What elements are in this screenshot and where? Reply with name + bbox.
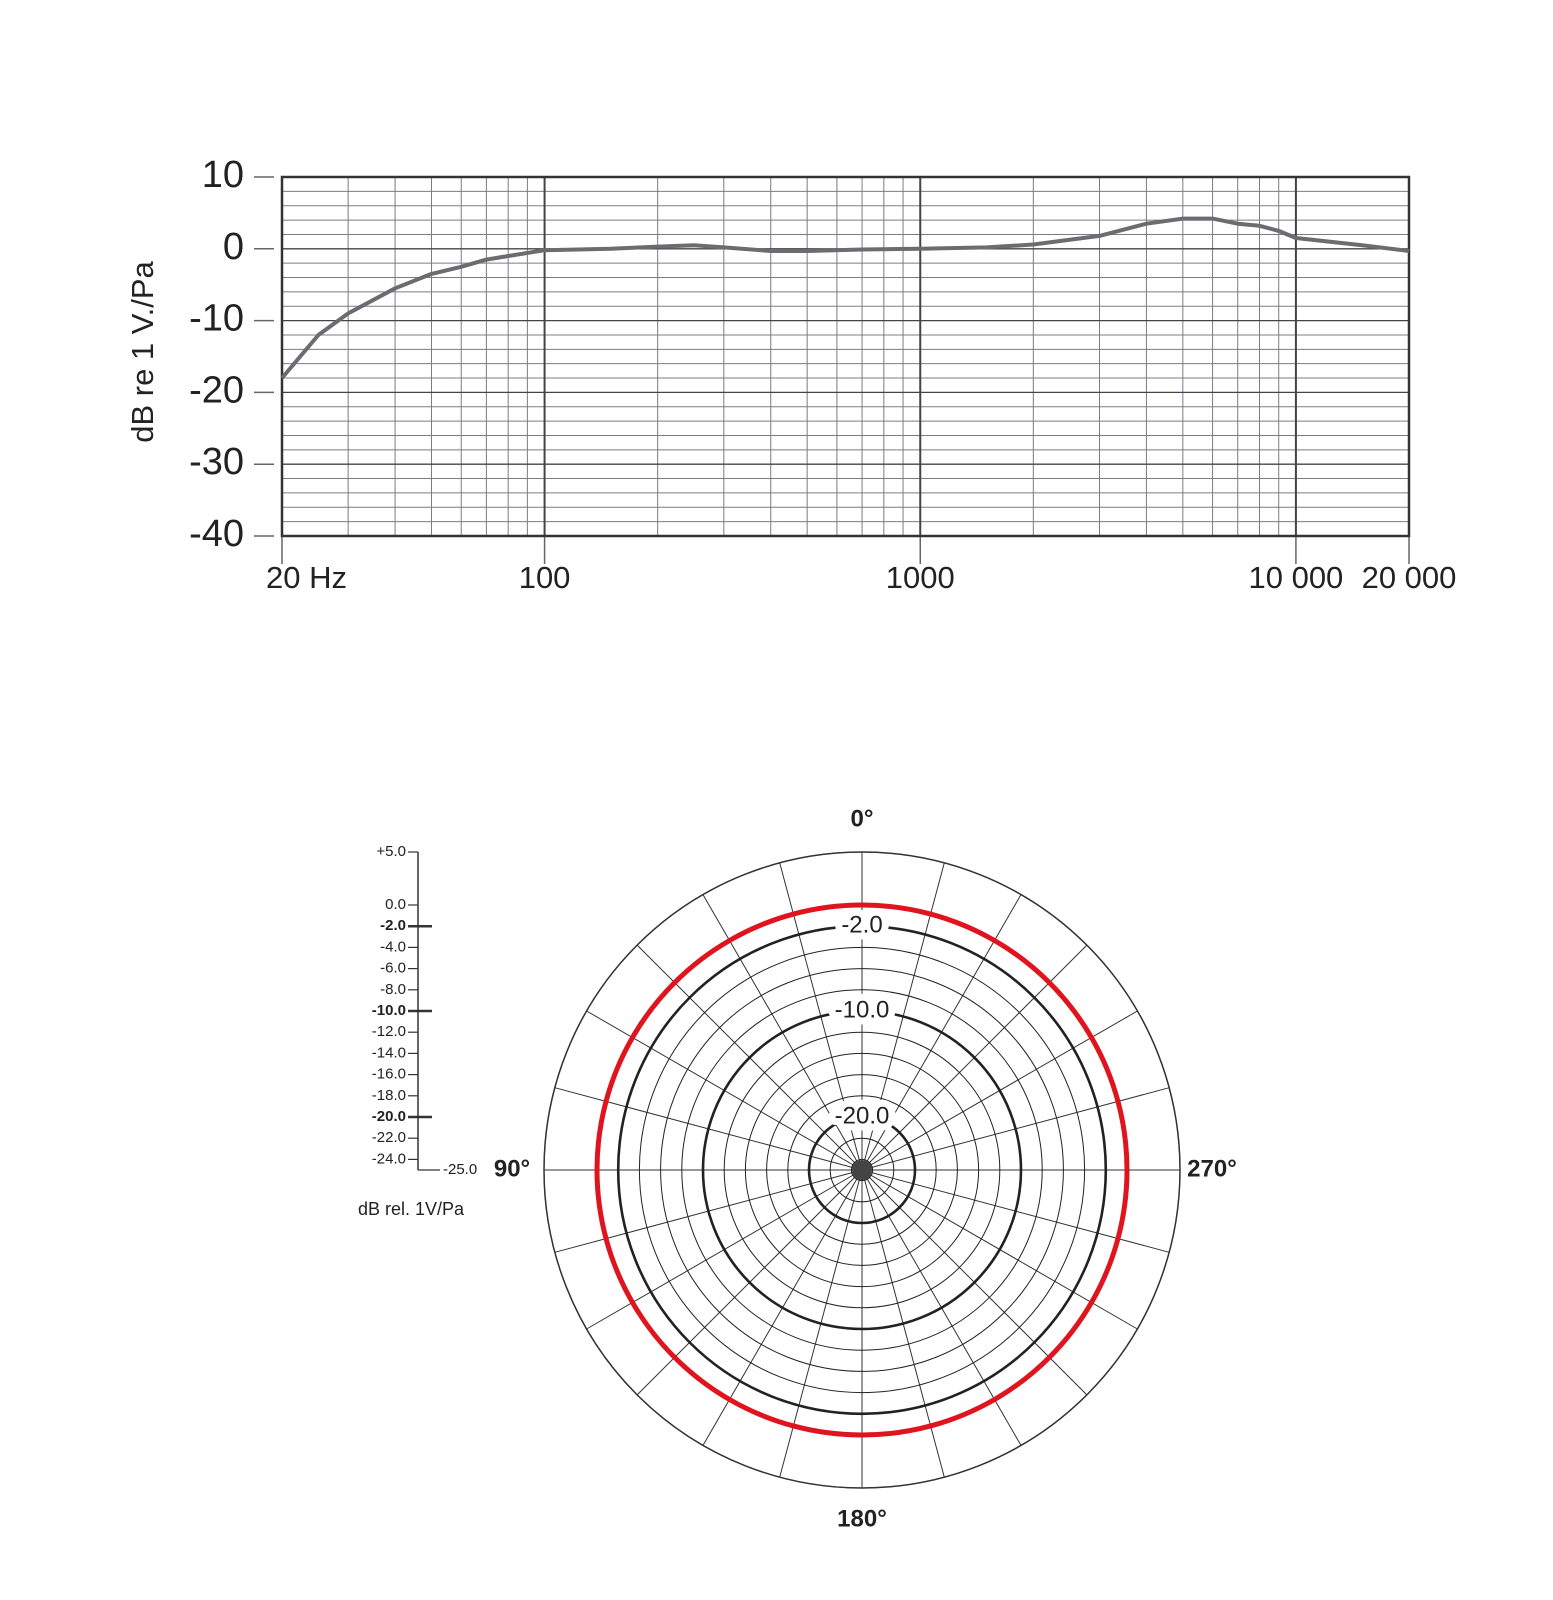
ring [638, 946, 1086, 1394]
scale-label: -22.0 [372, 1129, 406, 1146]
angle-label: 180° [837, 1505, 887, 1532]
x-tick-label: 20 Hz [266, 560, 347, 595]
scale-label: -14.0 [372, 1044, 406, 1061]
scale-label: -24.0 [372, 1150, 406, 1167]
angle-label: 270° [1187, 1155, 1237, 1182]
scale-label: +5.0 [376, 843, 406, 860]
scale-label: -6.0 [380, 960, 406, 977]
ring [850, 1158, 874, 1182]
y-tick-label: -40 [189, 513, 244, 555]
ring [723, 1031, 1001, 1309]
y-tick-label: 0 [223, 226, 244, 268]
y-tick-label: -10 [189, 298, 244, 340]
plot-frame [280, 175, 1411, 538]
outer-ring [543, 851, 1181, 1489]
ring [787, 1095, 937, 1245]
ring [766, 1074, 958, 1266]
scale-label: -25.0 [443, 1161, 477, 1178]
scale-label: 0.0 [385, 896, 406, 913]
ring [744, 1052, 980, 1288]
scale-label: -10.0 [372, 1002, 406, 1019]
angle-label: 0° [851, 805, 874, 832]
x-tick-label: 10 000 [1248, 560, 1343, 595]
angle-label: 90° [494, 1155, 530, 1182]
ring [681, 989, 1043, 1351]
y-tick-label: 10 [202, 154, 244, 196]
ring [616, 924, 1108, 1416]
scale-label: -16.0 [372, 1066, 406, 1083]
ring [829, 1137, 895, 1203]
scale-label: -20.0 [372, 1108, 406, 1125]
y-tick-label: -30 [189, 441, 244, 483]
y-axis-label: dB re 1 V./Pa [125, 260, 160, 442]
scale-label: -8.0 [380, 981, 406, 998]
ring [807, 1115, 917, 1225]
x-tick-label: 1000 [886, 560, 955, 595]
y-tick-label: -20 [189, 369, 244, 411]
x-tick-label: 20 000 [1362, 560, 1457, 595]
scale-label: -2.0 [380, 917, 406, 934]
ring-label: -2.0 [841, 912, 882, 939]
ring [660, 968, 1064, 1372]
scale-label: -12.0 [372, 1023, 406, 1040]
x-tick-label: 100 [519, 560, 571, 595]
scale-label: -18.0 [372, 1087, 406, 1104]
ring-label: -20.0 [835, 1102, 890, 1129]
response-curve [280, 216, 1410, 380]
scale-title: dB rel. 1V/Pa [358, 1199, 465, 1219]
polar-curve [594, 902, 1130, 1438]
scale-label: -4.0 [380, 938, 406, 955]
ring [701, 1009, 1023, 1331]
ring-label: -10.0 [835, 996, 890, 1023]
hub [852, 1160, 872, 1180]
